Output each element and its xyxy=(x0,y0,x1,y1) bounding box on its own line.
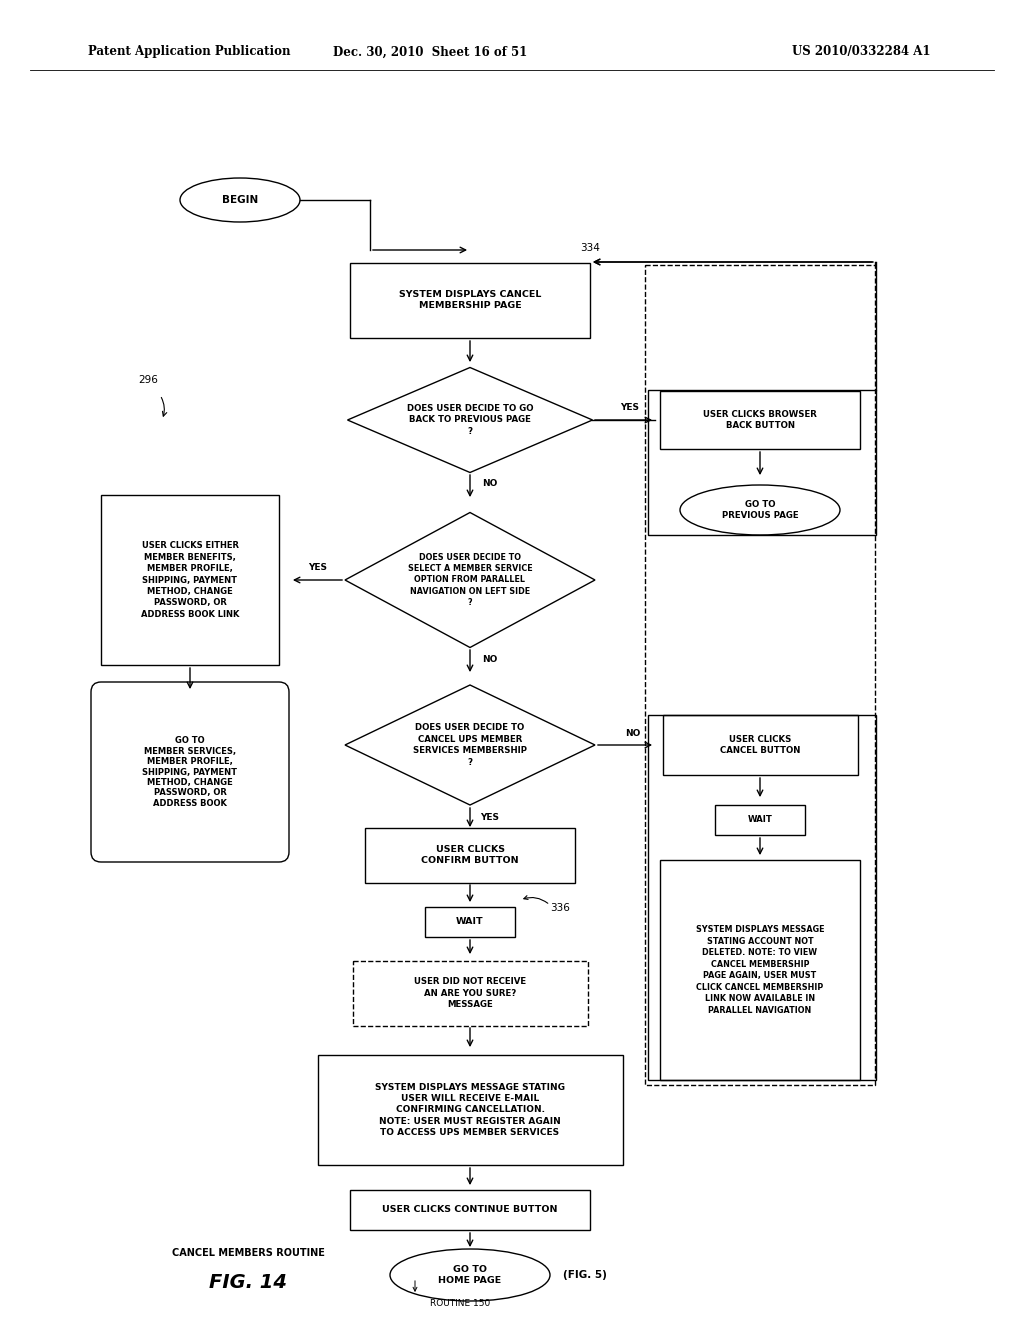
FancyBboxPatch shape xyxy=(91,682,289,862)
Text: FIG. 14: FIG. 14 xyxy=(209,1272,287,1291)
Text: WAIT: WAIT xyxy=(456,917,483,927)
Text: USER CLICKS CONTINUE BUTTON: USER CLICKS CONTINUE BUTTON xyxy=(382,1205,558,1214)
Bar xyxy=(645,265,874,1085)
Text: YES: YES xyxy=(308,564,328,573)
Bar xyxy=(660,391,860,449)
Text: BEGIN: BEGIN xyxy=(222,195,258,205)
Text: (FIG. 5): (FIG. 5) xyxy=(563,1270,607,1280)
Bar xyxy=(352,961,588,1026)
Polygon shape xyxy=(347,367,593,473)
Bar xyxy=(350,263,590,338)
Text: USER DID NOT RECEIVE
AN ARE YOU SURE?
MESSAGE: USER DID NOT RECEIVE AN ARE YOU SURE? ME… xyxy=(414,977,526,1008)
Text: USER CLICKS BROWSER
BACK BUTTON: USER CLICKS BROWSER BACK BUTTON xyxy=(703,409,817,430)
Text: YES: YES xyxy=(621,404,640,412)
Text: 334: 334 xyxy=(580,243,600,253)
Text: Patent Application Publication: Patent Application Publication xyxy=(88,45,291,58)
Bar xyxy=(660,861,860,1080)
Bar xyxy=(425,907,515,937)
Text: SYSTEM DISPLAYS MESSAGE
STATING ACCOUNT NOT
DELETED. NOTE: TO VIEW
CANCEL MEMBER: SYSTEM DISPLAYS MESSAGE STATING ACCOUNT … xyxy=(695,925,824,1015)
Bar xyxy=(663,715,857,775)
Text: US 2010/0332284 A1: US 2010/0332284 A1 xyxy=(792,45,930,58)
Text: 296: 296 xyxy=(138,375,158,385)
Text: NO: NO xyxy=(482,479,498,488)
Bar xyxy=(101,495,279,665)
Text: NO: NO xyxy=(626,729,641,738)
Text: DOES USER DECIDE TO
CANCEL UPS MEMBER
SERVICES MEMBERSHIP
?: DOES USER DECIDE TO CANCEL UPS MEMBER SE… xyxy=(413,723,527,767)
Text: WAIT: WAIT xyxy=(748,816,772,825)
Polygon shape xyxy=(345,685,595,805)
Text: SYSTEM DISPLAYS CANCEL
MEMBERSHIP PAGE: SYSTEM DISPLAYS CANCEL MEMBERSHIP PAGE xyxy=(398,290,542,310)
Text: DOES USER DECIDE TO
SELECT A MEMBER SERVICE
OPTION FROM PARALLEL
NAVIGATION ON L: DOES USER DECIDE TO SELECT A MEMBER SERV… xyxy=(408,553,532,607)
Text: Dec. 30, 2010  Sheet 16 of 51: Dec. 30, 2010 Sheet 16 of 51 xyxy=(333,45,527,58)
Ellipse shape xyxy=(180,178,300,222)
Text: USER CLICKS EITHER
MEMBER BENEFITS,
MEMBER PROFILE,
SHIPPING, PAYMENT
METHOD, CH: USER CLICKS EITHER MEMBER BENEFITS, MEMB… xyxy=(141,541,240,619)
Text: DOES USER DECIDE TO GO
BACK TO PREVIOUS PAGE
?: DOES USER DECIDE TO GO BACK TO PREVIOUS … xyxy=(407,404,534,436)
Text: GO TO
HOME PAGE: GO TO HOME PAGE xyxy=(438,1265,502,1286)
Ellipse shape xyxy=(680,484,840,535)
Text: CANCEL MEMBERS ROUTINE: CANCEL MEMBERS ROUTINE xyxy=(172,1247,325,1258)
Text: USER CLICKS
CONFIRM BUTTON: USER CLICKS CONFIRM BUTTON xyxy=(421,845,519,865)
Bar xyxy=(648,389,876,535)
Bar xyxy=(715,805,805,836)
Bar xyxy=(317,1055,623,1166)
Text: 336: 336 xyxy=(550,903,570,913)
Bar xyxy=(648,715,876,1080)
Ellipse shape xyxy=(390,1249,550,1302)
Text: USER CLICKS
CANCEL BUTTON: USER CLICKS CANCEL BUTTON xyxy=(720,735,800,755)
Text: YES: YES xyxy=(480,813,500,821)
Text: ROUTINE 150: ROUTINE 150 xyxy=(430,1299,490,1308)
Text: NO: NO xyxy=(482,655,498,664)
Bar xyxy=(350,1191,590,1230)
Polygon shape xyxy=(345,512,595,648)
Bar xyxy=(365,828,575,883)
Text: GO TO
MEMBER SERVICES,
MEMBER PROFILE,
SHIPPING, PAYMENT
METHOD, CHANGE
PASSWORD: GO TO MEMBER SERVICES, MEMBER PROFILE, S… xyxy=(142,737,238,808)
Text: SYSTEM DISPLAYS MESSAGE STATING
USER WILL RECEIVE E-MAIL
CONFIRMING CANCELLATION: SYSTEM DISPLAYS MESSAGE STATING USER WIL… xyxy=(375,1082,565,1138)
Text: GO TO
PREVIOUS PAGE: GO TO PREVIOUS PAGE xyxy=(722,500,799,520)
